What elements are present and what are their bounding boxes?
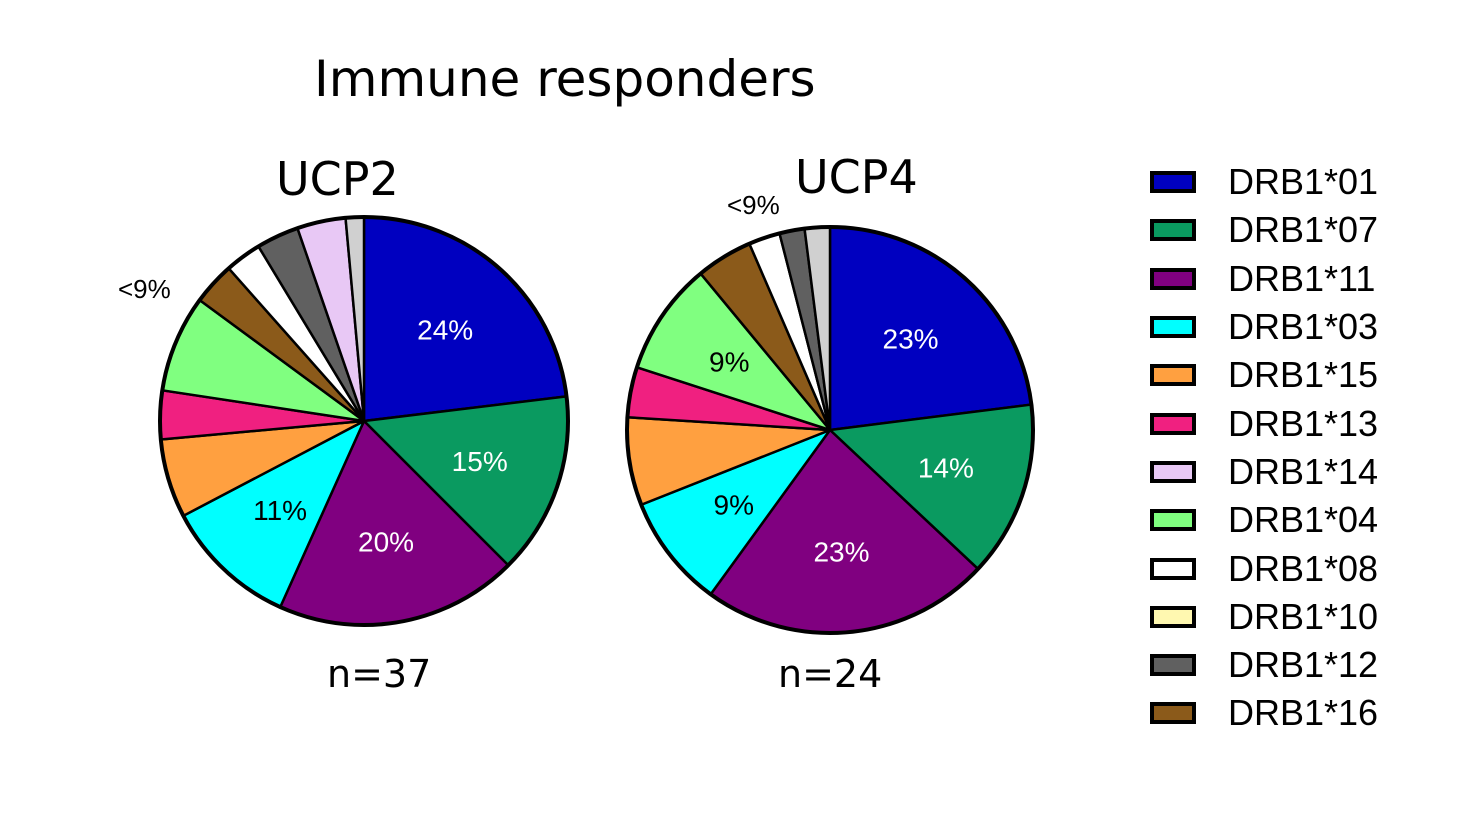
legend-item: DRB1*12 [1150,641,1378,689]
legend-swatch [1150,605,1196,628]
legend: DRB1*01 DRB1*07 DRB1*11 DRB1*03 DRB1*15 DRB1*… [1150,158,1378,738]
legend-label: DRB1*08 [1228,547,1379,589]
slice-data-label: 20% [358,526,414,557]
legend-item: DRB1*07 [1150,206,1378,254]
slice-data-label: 9% [714,490,754,521]
legend-swatch [1150,364,1196,387]
legend-item: DRB1*03 [1150,303,1378,351]
legend-item: DRB1*15 [1150,351,1378,399]
pie-outline [625,225,1035,635]
legend-label: DRB1*16 [1228,692,1379,734]
slice-data-label: 14% [918,453,974,484]
legend-swatch [1150,702,1196,725]
legend-item: DRB1*14 [1150,448,1378,496]
ucp2-title: UCP2 [276,152,399,206]
ucp2-pie: 24% 15% 20% 11% [158,215,570,627]
slice-data-label: 24% [417,314,473,345]
legend-swatch [1150,654,1196,677]
legend-item: DRB1*16 [1150,689,1378,737]
ucp2-n-label: n=37 [327,652,432,696]
ucp4-n-label: n=24 [778,652,883,696]
pie-outline [158,215,570,627]
legend-swatch [1150,267,1196,290]
legend-swatch [1150,316,1196,339]
legend-swatch [1150,460,1196,483]
legend-item: DRB1*01 [1150,158,1378,206]
ucp2-small-slices-label: <9% [118,274,171,304]
legend-swatch [1150,171,1196,194]
legend-swatch [1150,509,1196,532]
legend-label: DRB1*13 [1228,402,1379,444]
legend-label: DRB1*03 [1228,306,1379,348]
slice-data-label: 23% [813,536,869,567]
legend-item: DRB1*11 [1150,255,1378,303]
legend-label: DRB1*01 [1228,161,1379,203]
legend-label: DRB1*07 [1228,209,1379,251]
figure-title: Immune responders [314,50,816,108]
slice-data-label: 15% [452,446,508,477]
ucp4-small-slices-label: <9% [727,190,780,220]
ucp4-title: UCP4 [795,150,918,204]
legend-label: DRB1*12 [1228,644,1379,686]
slice-data-label: 23% [883,324,939,355]
legend-item: DRB1*10 [1150,593,1378,641]
legend-swatch [1150,219,1196,242]
ucp4-pie: 23% 14% 23% 9% 9% [625,225,1035,635]
legend-swatch [1150,412,1196,435]
legend-swatch [1150,557,1196,580]
legend-item: DRB1*08 [1150,544,1378,592]
pie-charts: 24% 15% 20% 11% 23% 14% 23% 9% 9% <9% <9% [118,190,1035,635]
legend-label: DRB1*14 [1228,450,1379,492]
legend-label: DRB1*10 [1228,595,1379,637]
slice-data-label: 9% [709,347,749,378]
legend-label: DRB1*11 [1228,257,1376,299]
legend-item: DRB1*13 [1150,399,1378,447]
legend-item: DRB1*04 [1150,496,1378,544]
slice-data-label: 11% [253,495,307,526]
legend-label: DRB1*04 [1228,499,1379,541]
legend-label: DRB1*15 [1228,354,1379,396]
